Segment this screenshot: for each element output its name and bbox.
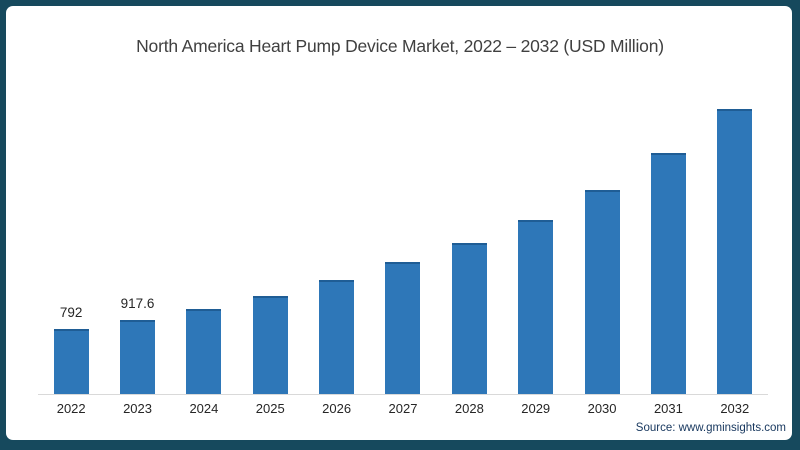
bar-column-2025 bbox=[237, 94, 303, 394]
bar-2022 bbox=[53, 329, 89, 394]
plot-area: 792 917.6 bbox=[38, 94, 768, 395]
x-tick-2030: 2030 bbox=[587, 401, 617, 416]
bar-value-label-2023: 917.6 bbox=[120, 296, 155, 311]
bar-column-2030 bbox=[569, 94, 635, 394]
chart-title: North America Heart Pump Device Market, … bbox=[136, 36, 664, 56]
x-tick-2027: 2027 bbox=[388, 401, 418, 416]
x-tick-2032: 2032 bbox=[720, 401, 750, 416]
x-tick-2024: 2024 bbox=[189, 401, 219, 416]
x-tick-2029: 2029 bbox=[521, 401, 551, 416]
x-tick-2023: 2023 bbox=[123, 401, 152, 416]
bar-column-2032 bbox=[702, 94, 768, 394]
bar-2025 bbox=[252, 296, 288, 394]
x-tick-2026: 2026 bbox=[322, 401, 352, 416]
bar-2026 bbox=[319, 280, 355, 394]
bar-2024 bbox=[186, 309, 222, 394]
bar-column-2027 bbox=[370, 94, 436, 394]
bar-column-2031 bbox=[635, 94, 701, 394]
bar-2031 bbox=[650, 153, 686, 394]
bar-2030 bbox=[584, 190, 620, 394]
bar-value-label-2022: 792 bbox=[59, 305, 83, 320]
x-tick-2031: 2031 bbox=[653, 401, 683, 416]
bar-2029 bbox=[518, 220, 554, 394]
x-axis-labels: 2022 2023 2024 2025 2026 2027 2028 2029 2030 2031… bbox=[38, 401, 768, 416]
bar-column-2022: 792 bbox=[38, 94, 104, 394]
bar-2027 bbox=[385, 262, 421, 394]
bar-column-2026 bbox=[303, 94, 369, 394]
x-tick-2025: 2025 bbox=[255, 401, 285, 416]
bar-column-2023: 917.6 bbox=[104, 94, 170, 394]
bar-column-2028 bbox=[436, 94, 502, 394]
source-attribution: Source: www.gminsights.com bbox=[635, 422, 786, 434]
bar-2032 bbox=[717, 109, 753, 394]
bar-column-2024 bbox=[171, 94, 237, 394]
x-tick-2028: 2028 bbox=[454, 401, 484, 416]
bar-2023 bbox=[120, 320, 156, 394]
bar-column-2029 bbox=[503, 94, 569, 394]
x-tick-2022: 2022 bbox=[56, 401, 86, 416]
bar-2028 bbox=[451, 243, 487, 394]
